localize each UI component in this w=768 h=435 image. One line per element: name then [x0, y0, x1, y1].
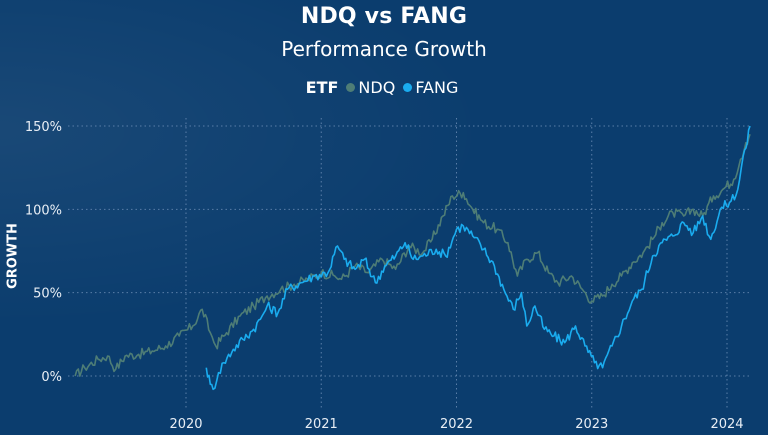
- series-line-fang[interactable]: [205, 125, 751, 391]
- x-tick-label: 2022: [440, 417, 473, 432]
- gridlines: [68, 118, 752, 410]
- legend-dot-ndq-icon: [346, 83, 356, 92]
- legend: ETF NDQ FANG: [0, 78, 768, 97]
- chart-subtitle: Performance Growth: [281, 37, 487, 61]
- y-tick-label: 100%: [25, 203, 62, 218]
- legend-dot-fang-icon: [403, 83, 413, 92]
- chart-title: NDQ vs FANG: [300, 4, 468, 29]
- legend-label-ndq: NDQ: [358, 78, 396, 97]
- x-axis-ticks: 2020 2021 2022 2023 2024: [169, 417, 743, 432]
- x-tick-label: 2023: [575, 417, 608, 432]
- y-tick-label: 0%: [41, 370, 62, 385]
- series-line-ndq[interactable]: [74, 134, 751, 377]
- y-axis-ticks: 0% 50% 100% 150%: [25, 120, 62, 385]
- series-lines: [74, 125, 751, 391]
- legend-item-fang[interactable]: FANG: [403, 78, 458, 97]
- x-tick-label: 2021: [305, 417, 338, 432]
- y-tick-label: 50%: [33, 287, 62, 302]
- x-tick-label: 2020: [169, 417, 202, 432]
- y-tick-label: 150%: [25, 120, 62, 135]
- legend-title: ETF: [305, 78, 339, 97]
- x-tick-label: 2024: [710, 417, 743, 432]
- legend-item-ndq[interactable]: NDQ: [346, 78, 395, 97]
- legend-label-fang: FANG: [415, 78, 459, 97]
